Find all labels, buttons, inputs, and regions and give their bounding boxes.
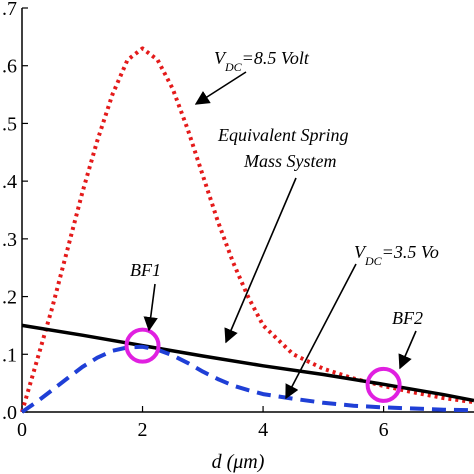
y-tick-label: .5 (2, 113, 17, 135)
bf2-marker (365, 366, 402, 403)
vdc35-label: VDC=3.5 Vo (354, 242, 439, 268)
x-axis-label: d (μm) (212, 451, 265, 473)
y-tick-label: .6 (2, 56, 17, 78)
bf1-marker (124, 327, 161, 364)
y-tick-label: .3 (2, 229, 17, 251)
series-vdc35-line (20, 344, 474, 414)
vdc85-arrow (194, 71, 247, 105)
equivalent-label-line2: Mass System (243, 151, 337, 171)
y-tick-label: .1 (2, 344, 17, 366)
series-group (20, 46, 474, 414)
markers-group (124, 327, 402, 403)
x-tick-label: 2 (138, 419, 148, 441)
vdc35-arrow (285, 263, 357, 400)
x-tick-label: 6 (379, 419, 389, 441)
ticks: 0 2 4 6 .0 .1 .2 .3 .4 .5 .6 .7 (2, 0, 389, 441)
y-tick-label: .4 (2, 171, 17, 193)
equivalent-arrow (224, 177, 297, 344)
y-tick-label: .2 (2, 287, 17, 309)
x-tick-label: 4 (258, 419, 268, 441)
bf2-label: BF2 (392, 308, 423, 328)
y-tick-label: .0 (2, 402, 17, 424)
bf2-arrow (398, 330, 417, 370)
annotations-group: VDC=8.5 Volt Equivalent Spring Mass Syst… (130, 48, 439, 400)
y-tick-label: .7 (2, 0, 17, 20)
vdc85-label: VDC=8.5 Volt (214, 48, 310, 74)
bf1-arrow (143, 283, 158, 332)
series-vdc85-line (20, 46, 474, 413)
x-tick-label: 0 (17, 419, 27, 441)
series-equivalent-line (21, 323, 474, 403)
axes (21, 8, 474, 413)
bf1-label: BF1 (130, 260, 161, 280)
equivalent-label-line1: Equivalent Spring (217, 125, 348, 145)
